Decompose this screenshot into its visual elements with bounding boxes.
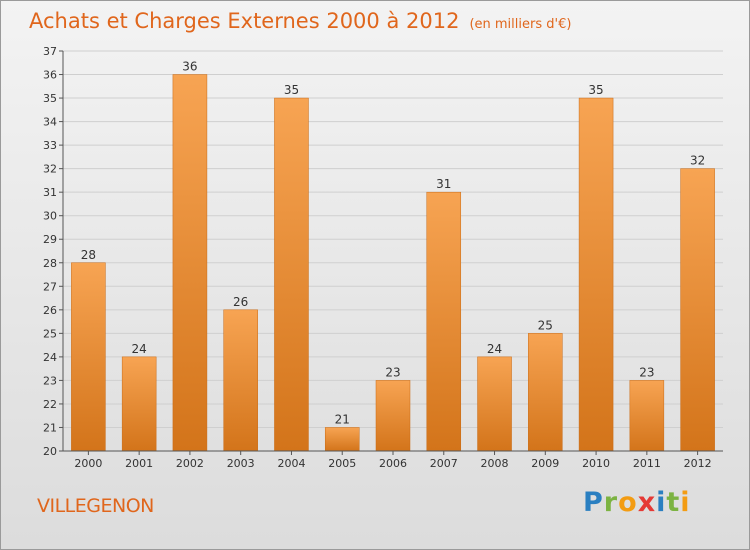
y-axis: 20 21 22 23 24 25 26 27 28 29 30 31 32 33 34 35 36 37 [43,45,64,458]
x-tick-label: 2003 [227,457,255,470]
bar-2010 [578,97,614,452]
x-tick-label: 2006 [379,457,407,470]
chart-title: Achats et Charges Externes 2000 à 2012 (e… [29,9,571,33]
y-tick-label: 35 [43,92,57,105]
logo-letter: r [603,487,619,518]
x-tick-label: 2004 [277,457,305,470]
x-tick-label: 2000 [74,457,102,470]
y-tick-label: 25 [43,327,57,340]
value-label: 35 [284,83,299,97]
bar-2007 [426,191,462,452]
x-tick-label: 2008 [481,457,509,470]
y-tick-label: 37 [43,45,57,58]
y-tick-label: 33 [43,139,57,152]
x-tick-label: 2011 [633,457,661,470]
bar-2001 [121,356,157,452]
value-label: 28 [81,248,96,262]
value-label: 21 [335,412,350,426]
y-tick-label: 29 [43,233,57,246]
value-label: 23 [385,365,400,379]
y-tick-label: 23 [43,374,57,387]
logo-letter: i [680,487,691,518]
city-name: VILLEGENON [37,495,154,517]
value-label: 24 [132,342,147,356]
x-tick-label: 2010 [582,457,610,470]
value-label: 24 [487,342,502,356]
value-label: 26 [233,295,248,309]
bar-2008 [477,356,512,452]
x-tick-label: 2012 [684,457,712,470]
value-label: 31 [436,177,451,191]
bar-2002 [172,74,208,452]
y-tick-label: 20 [43,445,57,458]
title-text: Achats et Charges Externes 2000 à 2012 [29,9,460,33]
proxiti-logo: Proxiti [583,487,691,518]
bar-2004 [274,97,309,452]
bars: 28 24 36 26 35 21 23 31 24 25 35 23 32 [71,60,715,452]
y-tick-label: 27 [43,280,57,293]
x-tick-label: 2001 [125,457,153,470]
bar-2012 [680,168,715,452]
x-tick-label: 2009 [531,457,559,470]
value-label: 32 [690,154,705,168]
y-tick-label: 26 [43,304,57,317]
logo-letter: t [666,487,681,518]
x-tick-label: 2007 [430,457,458,470]
x-axis: 2000 2001 2002 2003 2004 2005 2006 2007 2008 2009… [63,450,723,470]
bar-2009 [528,333,563,452]
bar-2003 [223,309,258,452]
x-tick-label: 2002 [176,457,204,470]
value-label: 25 [538,318,553,332]
title-unit: (en milliers d'€) [469,17,572,32]
bar-2011 [629,380,665,452]
value-label: 23 [639,365,654,379]
y-tick-label: 36 [43,69,57,82]
y-tick-label: 30 [43,210,57,223]
y-tick-label: 34 [43,116,57,129]
bar-2006 [375,380,411,452]
value-label: 35 [588,83,603,97]
logo-letter: P [583,487,604,518]
logo-letter: o [618,487,638,518]
y-tick-label: 28 [43,257,57,270]
value-label: 36 [182,60,197,74]
y-tick-label: 24 [43,351,57,364]
logo-letter: i [656,487,667,518]
y-tick-label: 21 [43,421,57,434]
x-tick-label: 2005 [328,457,356,470]
y-tick-label: 31 [43,186,57,199]
logo-letter: x [637,487,657,518]
bar-2005 [324,427,360,452]
y-tick-label: 22 [43,398,57,411]
y-tick-label: 32 [43,163,57,176]
bar-2000 [71,262,106,452]
